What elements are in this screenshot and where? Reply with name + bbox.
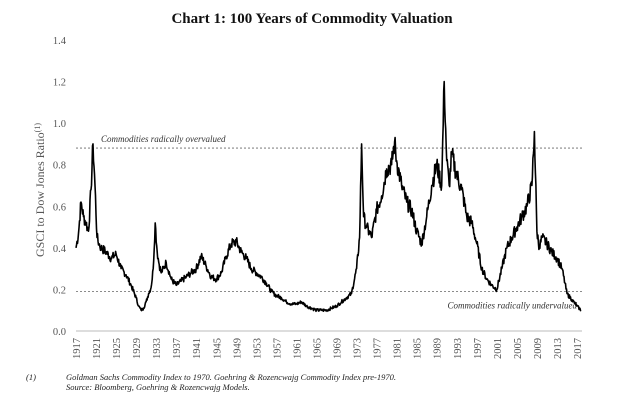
x-tick-label: 1929 — [132, 338, 143, 359]
x-tick-label: 2005 — [513, 338, 524, 359]
series-line — [75, 80, 582, 313]
y-tick-label: 0.4 — [53, 244, 67, 255]
footnote: (1) Goldman Sachs Commodity Index to 197… — [26, 372, 616, 392]
y-axis-ticks: 0.0 0.2 0.4 0.6 0.8 1.0 1.2 1.4 — [53, 36, 67, 338]
y-tick-label: 1.0 — [53, 119, 66, 130]
y-tick-label: 0.2 — [53, 285, 66, 296]
x-tick-label: 1989 — [433, 338, 444, 359]
x-tick-label: 1953 — [252, 338, 263, 359]
y-tick-label: 0.6 — [53, 202, 66, 213]
series-group — [75, 80, 582, 313]
x-tick-label: 1957 — [272, 338, 283, 359]
undervalued-annotation: Commodities radically undervalued — [448, 301, 578, 311]
x-tick-label: 1981 — [393, 338, 404, 359]
x-tick-label: 1921 — [92, 338, 103, 359]
x-tick-label: 1949 — [232, 338, 243, 359]
x-tick-label: 1973 — [353, 338, 364, 359]
x-tick-label: 1977 — [373, 338, 384, 359]
x-tick-label: 1961 — [292, 338, 303, 359]
x-tick-label: 2017 — [573, 338, 584, 359]
x-tick-label: 1925 — [112, 338, 123, 359]
x-tick-label: 2001 — [493, 338, 504, 359]
y-axis-label-note: (1) — [33, 123, 42, 133]
y-tick-label: 0.8 — [53, 161, 66, 172]
x-tick-label: 1937 — [172, 338, 183, 359]
x-tick-label: 1969 — [333, 338, 344, 359]
y-tick-label: 0.0 — [53, 327, 66, 338]
y-axis-label: GSCI to Dow Jones Ratio — [33, 132, 47, 257]
x-tick-label: 1997 — [473, 338, 484, 359]
x-tick-label: 1965 — [312, 338, 323, 359]
x-tick-label: 1941 — [192, 338, 203, 359]
x-tick-label: 1985 — [413, 338, 424, 359]
footnote-line-2: Source: Bloomberg, Goehring & Rozencwajg… — [66, 382, 250, 392]
x-axis-ticks: 1917 1921 1925 1929 1933 1937 1941 1945 1949 1953… — [72, 338, 584, 359]
commodity-valuation-chart: Chart 1: 100 Years of Commodity Valuatio… — [33, 11, 584, 359]
y-tick-label: 1.2 — [53, 78, 66, 89]
reference-lines: Commodities radically overvalued Commodit… — [76, 134, 582, 311]
y-tick-label: 1.4 — [53, 36, 67, 47]
x-tick-label: 1945 — [212, 338, 223, 359]
svg-text:GSCI to Dow Jones Ratio(1): GSCI to Dow Jones Ratio(1) — [33, 123, 47, 257]
chart-title: Chart 1: 100 Years of Commodity Valuatio… — [171, 11, 453, 27]
x-tick-label: 1993 — [453, 338, 464, 359]
x-tick-label: 1933 — [152, 338, 163, 359]
footnote-number: (1) — [26, 372, 36, 382]
x-tick-label: 2013 — [553, 338, 564, 359]
footnote-line-1: Goldman Sachs Commodity Index to 1970. G… — [66, 372, 396, 382]
x-tick-label: 2009 — [533, 338, 544, 359]
y-axis-label-group: GSCI to Dow Jones Ratio(1) — [33, 123, 47, 257]
x-tick-label: 1917 — [72, 338, 83, 359]
overvalued-annotation: Commodities radically overvalued — [101, 134, 226, 144]
